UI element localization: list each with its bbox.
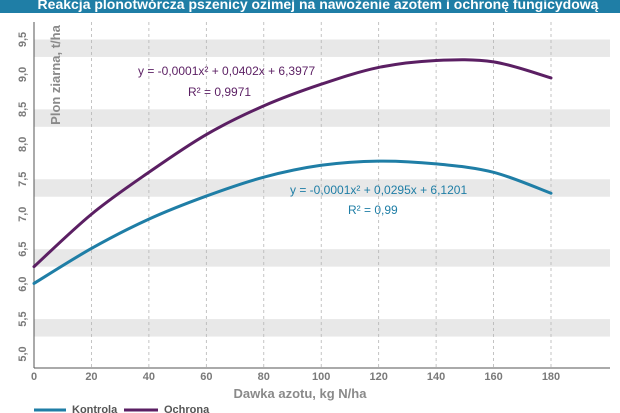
x-tick-label: 120 <box>369 371 387 383</box>
y-tick-label: 5,5 <box>17 311 29 326</box>
ochrona-equation: y = -0,0001x² + 0,0402x + 6,3977 <box>138 64 315 78</box>
x-axis-label: Dawka azotu, kg N/ha <box>234 386 368 401</box>
x-tick-label: 20 <box>85 371 97 383</box>
x-tick-label: 80 <box>258 371 270 383</box>
band <box>34 109 610 127</box>
legend-label-ochrona: Ochrona <box>164 404 210 413</box>
y-tick-label: 5,0 <box>17 346 29 361</box>
series-line-kontrola <box>32 159 553 285</box>
kontrola-equation: y = -0,0001x² + 0,0295x + 6,1201 <box>290 183 467 197</box>
y-tick-label: 9,0 <box>17 67 29 82</box>
background-bands <box>34 39 610 337</box>
x-tick-label: 160 <box>484 371 502 383</box>
band <box>34 39 610 57</box>
x-tick-label: 60 <box>200 371 212 383</box>
x-tick-label: 40 <box>143 371 155 383</box>
x-tick-label: 140 <box>427 371 445 383</box>
y-tick-label: 9,5 <box>17 32 29 47</box>
band <box>34 319 610 337</box>
ochrona-r2: R² = 0,9971 <box>188 85 251 99</box>
x-tick-label: 100 <box>312 371 330 383</box>
y-tick-label: 8,5 <box>17 102 29 117</box>
chart-title: Reakcja plonotwórcza pszenicy ozimej na … <box>38 0 599 12</box>
series-line-ochrona <box>32 58 553 269</box>
legend-label-kontrola: Kontrola <box>72 404 118 413</box>
kontrola-r2: R² = 0,99 <box>348 203 398 217</box>
y-axis-label: Plon ziarna, t/ha <box>48 24 63 124</box>
axes <box>33 22 610 369</box>
x-tick-label: 180 <box>542 371 560 383</box>
x-tick-label: 0 <box>31 371 37 383</box>
y-tick-label: 7,0 <box>17 207 29 222</box>
x-tick-labels: 0 20 40 60 80 100 120 140 160 180 <box>31 371 560 383</box>
y-tick-label: 8,0 <box>17 137 29 152</box>
title-bar <box>0 0 620 13</box>
vertical-gridlines <box>91 22 552 368</box>
y-tick-label: 6,0 <box>17 276 29 291</box>
y-tick-labels: 5,0 5,5 6,0 6,5 7,0 7,5 8,0 8,5 9,0 9,5 <box>17 32 29 362</box>
band <box>34 249 610 267</box>
y-tick-label: 6,5 <box>17 242 29 257</box>
band <box>34 179 610 197</box>
y-tick-label: 7,5 <box>17 172 29 187</box>
series-lines <box>32 58 553 285</box>
